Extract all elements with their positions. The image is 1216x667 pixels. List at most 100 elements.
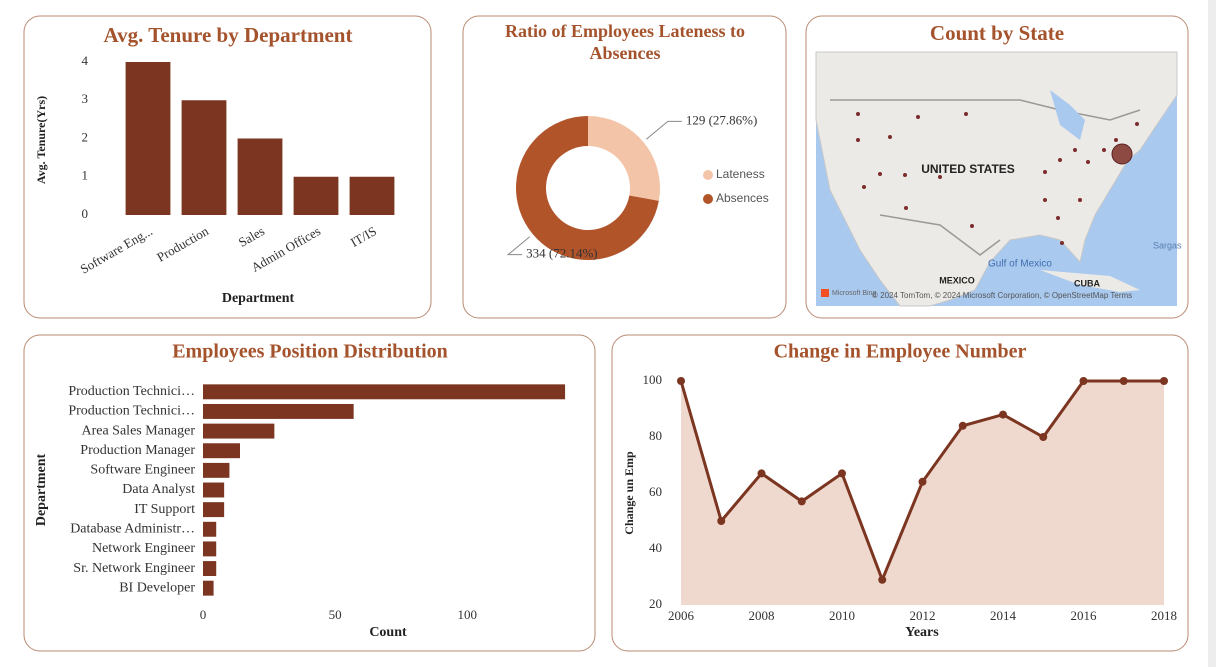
y-tick-label: Area Sales Manager [81,423,195,438]
map [815,51,1178,307]
point [1119,377,1128,385]
x-axis-title: Years [905,625,939,640]
x-tick-label: 100 [458,607,478,622]
x-tick-label: 2018 [1151,608,1177,623]
bar [293,176,339,215]
x-tick-label: 2016 [1071,608,1098,623]
y-axis-title: Department [34,454,49,527]
bar [203,384,566,400]
map-label: Microsoft Bing [832,290,876,297]
bar [203,521,217,537]
chart-title: Count by State [930,21,1064,45]
dot [1058,158,1062,162]
dot [1114,138,1118,142]
dot [1056,216,1060,220]
dot [1135,122,1139,126]
dot [878,172,882,176]
legend-label: Absences [716,191,769,205]
dot [970,224,974,228]
dot [856,138,860,142]
y-tick-label: Software Engineer [90,463,195,478]
legend-label: Lateness [716,167,765,181]
y-tick-label: IT Support [134,502,195,517]
data-label: 334 (72.14%) [526,246,598,261]
bar [203,482,225,498]
dot [856,112,860,116]
leader-line [646,120,682,140]
land [1040,270,1140,292]
chart-title: Avg. Tenure by Department [104,23,353,47]
lake [1050,90,1085,140]
x-axis-title: Department [222,291,295,306]
bar [203,580,214,596]
point [878,575,887,584]
dot [1043,170,1047,174]
y-tick-label: 3 [82,91,89,106]
chart-title: Ratio of Employees Lateness to Absences [505,21,745,63]
x-tick-label: 2008 [749,608,775,623]
map-label: UNITED STATES [921,162,1015,176]
data-label: 129 (27.86%) [686,112,758,127]
map-label: CUBA [1074,278,1100,288]
y-tick-label: 60 [649,484,662,499]
y-tick-label: 0 [82,206,89,221]
bar [203,423,275,439]
y-tick-label: Production Technici… [68,384,195,399]
dot [862,185,866,189]
map-label: © 2024 TomTom, © 2024 Microsoft Corporat… [872,291,1132,300]
border [879,214,1001,256]
map-label: Sargas [1153,240,1182,250]
bar [125,62,171,215]
x-tick-label: 0 [200,607,207,622]
dot [888,135,892,139]
y-tick-label: Production Technici… [68,404,195,419]
legend-marker [703,194,713,204]
bar [203,561,217,577]
dot [1078,198,1082,202]
y-tick-label: BI Developer [119,580,195,595]
bar [237,138,283,215]
x-tick-label: 2012 [910,608,936,623]
scroll-edge [1208,0,1216,667]
map-label: Gulf of Mexico [988,259,1052,270]
y-tick-label: 40 [649,540,662,555]
y-tick-label: 1 [82,168,89,183]
dot [1060,241,1064,245]
y-tick-label: 4 [82,53,89,68]
dot [938,175,942,179]
point [1039,433,1048,441]
point [797,497,806,506]
bar [349,176,395,215]
y-tick-label: 80 [649,428,662,443]
dot [904,206,908,210]
dot [964,112,968,116]
donut-slice [515,116,659,260]
chart-title: Employees Position Distribution [172,341,448,363]
title-box: Ratio of Employees Lateness to Absences [505,21,745,63]
point [757,469,766,478]
chart-title: Change in Employee Number [774,341,1027,363]
bar [203,462,230,478]
y-tick-label: Network Engineer [92,541,195,556]
bar [203,502,225,518]
bar [203,541,217,557]
x-tick-label: 2010 [829,608,855,623]
bar [181,100,227,215]
point [677,377,685,385]
dot [1102,148,1106,152]
donut-slice [588,116,660,201]
point [999,410,1007,419]
y-axis-title: Change un Emp [622,451,636,535]
y-tick-label: Data Analyst [122,482,195,497]
dot [903,173,907,177]
bar [203,443,240,459]
dot [1043,198,1047,202]
y-tick-label: Sr. Network Engineer [73,561,195,576]
point [717,517,726,525]
y-tick-label: 2 [82,129,89,144]
y-tick-label: Production Manager [80,443,195,458]
dot [1086,160,1090,164]
x-axis-title: Count [369,625,407,640]
dot [1111,143,1133,165]
leader-line [506,236,530,256]
